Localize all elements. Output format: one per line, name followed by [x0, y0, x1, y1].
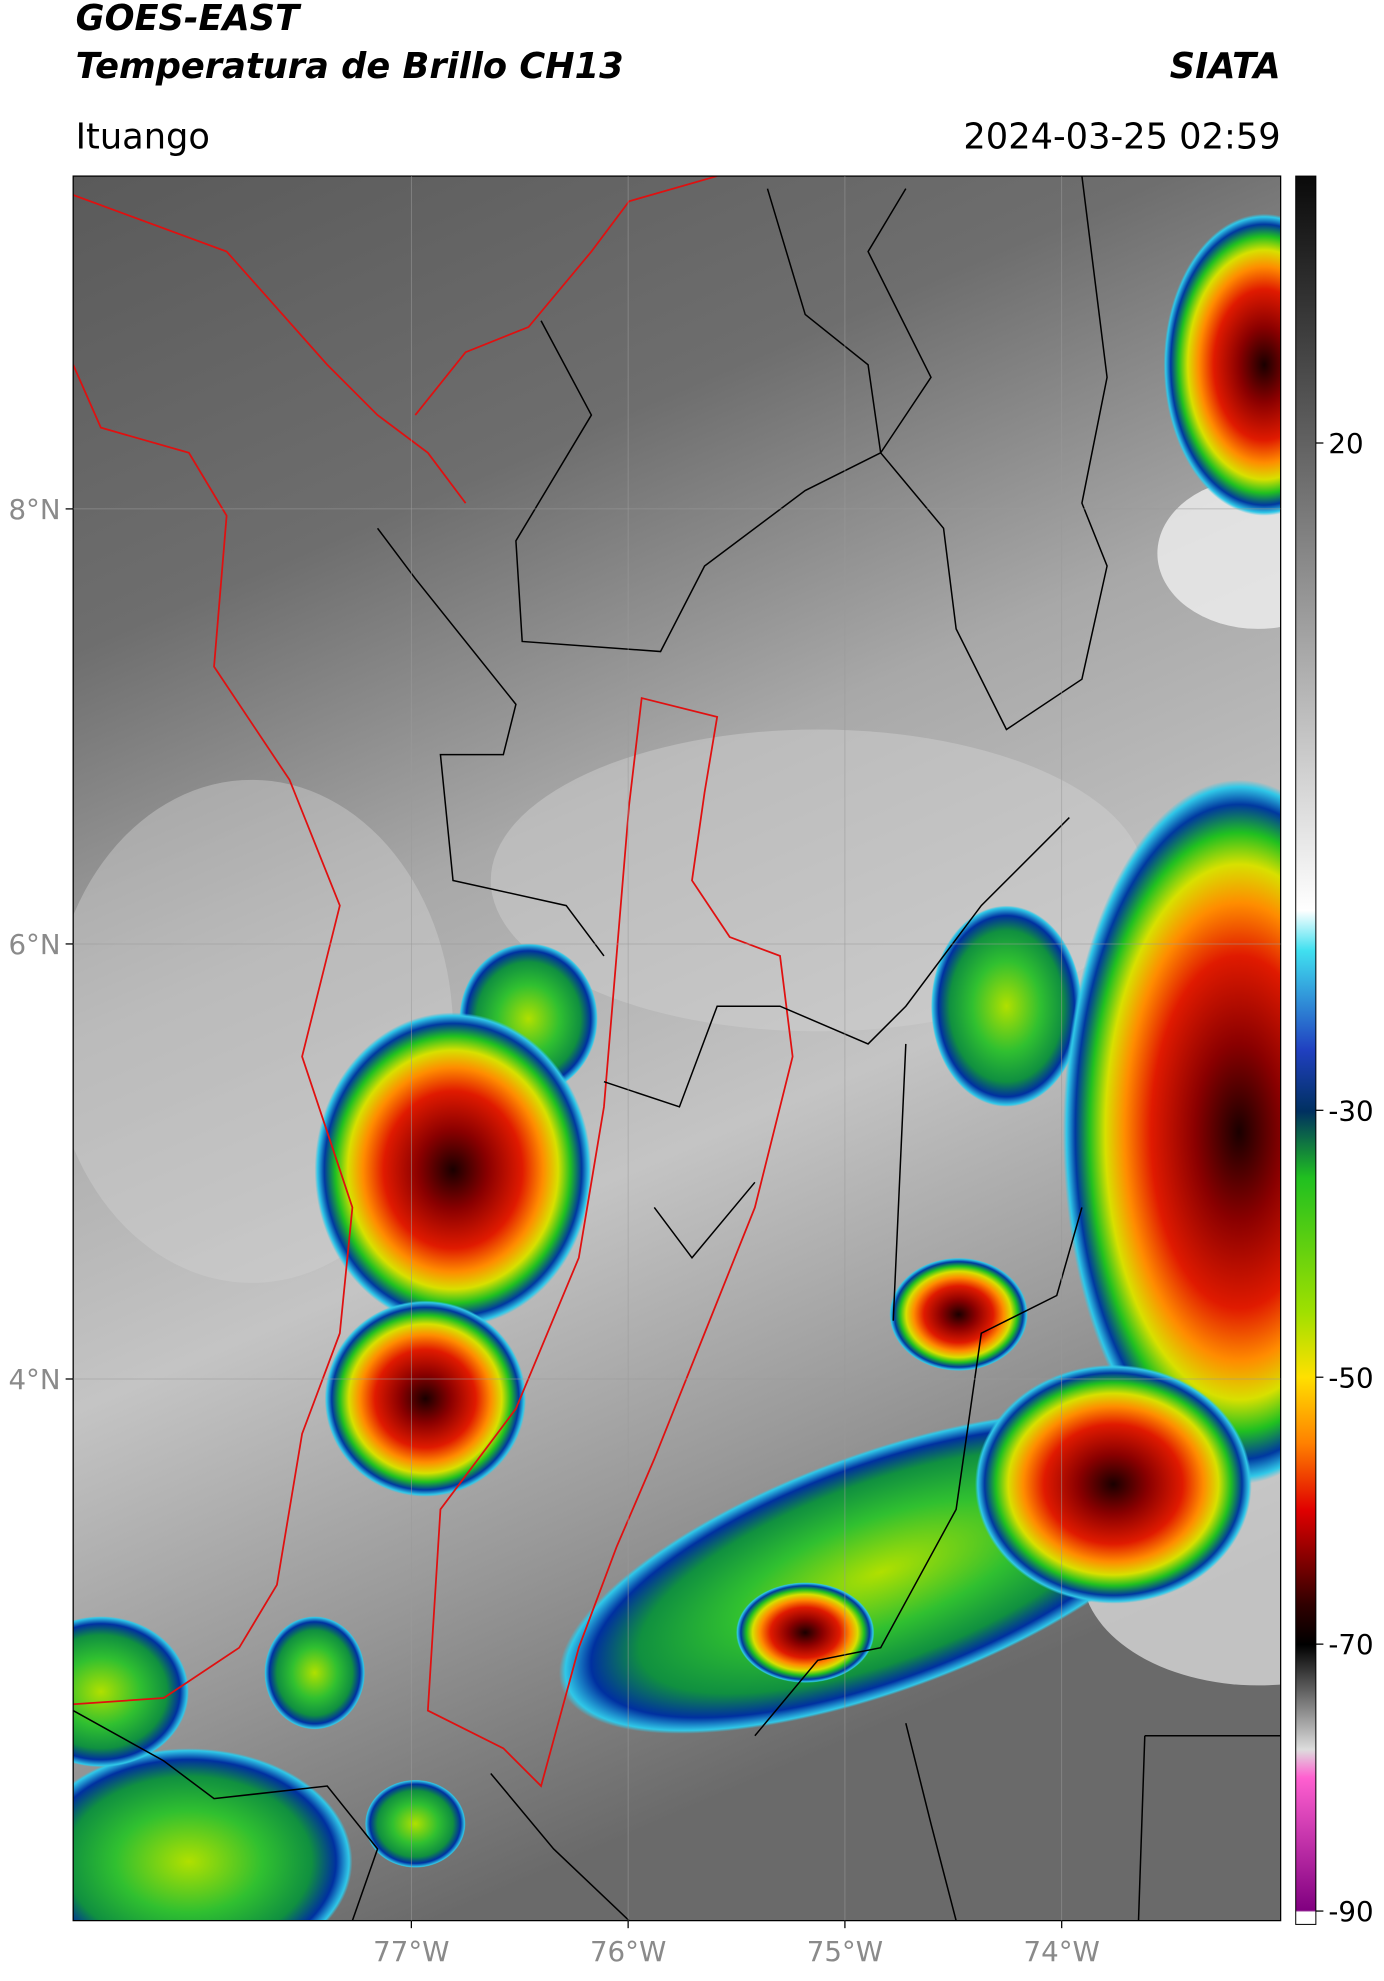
- colorbar-tick-label: -90: [1328, 1895, 1373, 1928]
- colorbar-tick-label: -30: [1328, 1094, 1373, 1127]
- map-frame: [72, 175, 1282, 1922]
- x-tick-label: 74°W: [1024, 1935, 1100, 1968]
- y-tick-label: 4°N: [8, 1363, 60, 1396]
- y-tick-label: 6°N: [8, 928, 60, 961]
- subtitle: Temperatura de Brillo CH13: [76, 46, 624, 87]
- colorbar-tick-label: -50: [1328, 1361, 1373, 1394]
- y-tick-label: 8°N: [8, 493, 60, 526]
- colorbar: [1295, 175, 1317, 1925]
- location: Ituango: [76, 116, 210, 157]
- x-tick-label: 76°W: [590, 1935, 666, 1968]
- map-axes: 77°W 76°W 75°W 74°W 8°N 6°N 4°N: [8, 176, 1281, 1968]
- satellite-image: [73, 176, 1281, 1921]
- colorbar-tick-label: -70: [1328, 1628, 1373, 1661]
- colorbar-axis: 20 -30 -50 -70 -90: [1315, 427, 1374, 1928]
- datetime: 2024-03-25 02:59: [963, 116, 1280, 157]
- title: GOES-EAST: [76, 0, 302, 39]
- source: SIATA: [1170, 46, 1281, 87]
- colorbar-tick-label: 20: [1328, 427, 1363, 460]
- x-tick-label: 77°W: [373, 1935, 449, 1968]
- x-tick-label: 75°W: [807, 1935, 883, 1968]
